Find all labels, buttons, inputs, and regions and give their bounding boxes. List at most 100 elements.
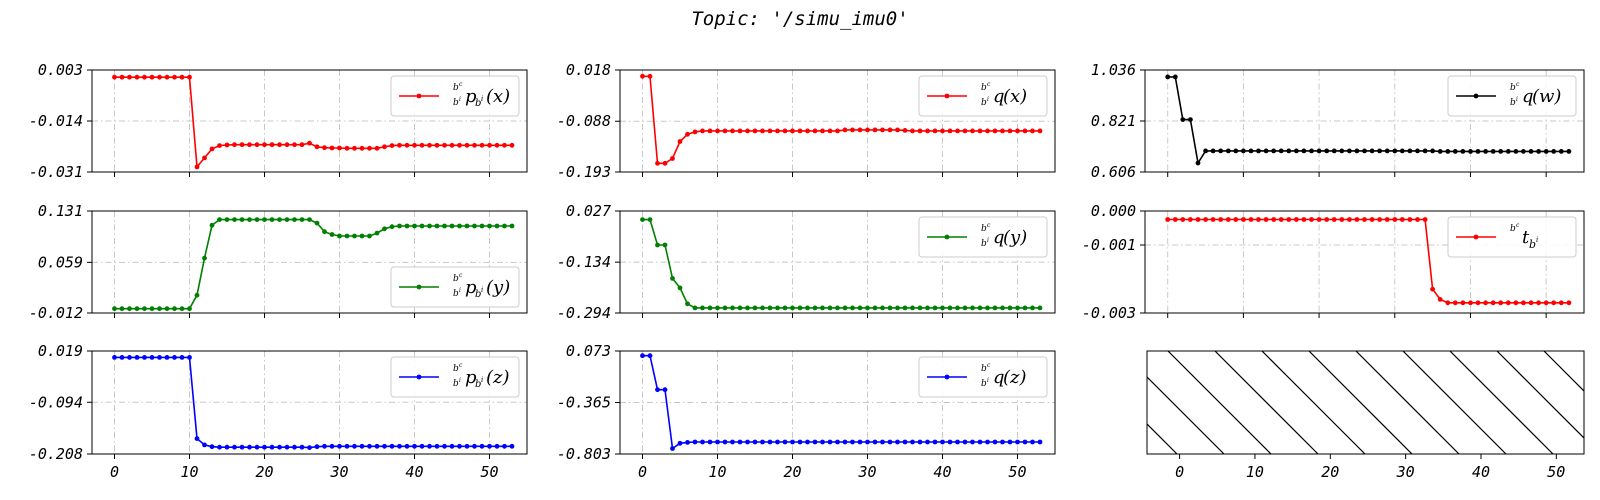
data-point: [925, 305, 930, 311]
x-tick-label: 30: [857, 463, 876, 481]
legend-label: q: [993, 227, 1005, 248]
data-point: [910, 305, 915, 311]
data-point: [239, 217, 245, 223]
data-point: [887, 439, 893, 445]
data-point: [344, 233, 350, 239]
x-tick-label: 40: [1472, 463, 1490, 481]
data-point: [902, 305, 908, 311]
data-point: [494, 142, 500, 148]
data-point: [977, 439, 983, 445]
legend-superscript-index: c: [987, 222, 991, 229]
data-point: [835, 305, 840, 311]
data-point: [1007, 305, 1013, 311]
data-point: [1256, 148, 1261, 154]
data-point: [1241, 148, 1246, 154]
data-point: [352, 145, 357, 151]
data-point: [502, 443, 507, 449]
legend-label-arg: (w): [1532, 86, 1561, 107]
hatch-line: [1402, 351, 1507, 454]
data-point: [692, 439, 698, 445]
data-point: [895, 439, 900, 445]
legend: b ct b i: [1447, 216, 1577, 258]
data-point: [487, 443, 492, 449]
data-point: [752, 128, 758, 134]
data-point: [1331, 148, 1337, 154]
data-point: [880, 439, 885, 445]
data-point: [1362, 148, 1367, 154]
data-point: [1347, 148, 1352, 154]
data-point: [314, 444, 320, 450]
legend-subscript: b: [981, 239, 987, 249]
data-point: [1218, 148, 1224, 154]
y-tick-label: -0.294: [557, 304, 611, 322]
data-point: [1203, 217, 1208, 222]
data-point: [449, 223, 455, 229]
legend-subscript: b: [453, 98, 459, 108]
data-point: [842, 439, 848, 445]
data-point: [172, 74, 177, 80]
data-point: [1210, 148, 1216, 154]
data-point: [715, 439, 720, 445]
hatch-frame: [1146, 350, 1585, 455]
x-tick-label: 30: [329, 463, 348, 481]
data-point: [1377, 148, 1382, 154]
legend-swatch-marker: [944, 374, 950, 380]
data-point: [730, 305, 735, 311]
legend-superscript-index: c: [987, 362, 991, 369]
data-point: [722, 305, 728, 311]
data-point: [805, 305, 810, 311]
data-point: [865, 439, 870, 445]
legend-label-subscript-index: i: [481, 286, 483, 294]
data-point: [1233, 217, 1239, 222]
data-point: [322, 443, 327, 449]
data-point: [209, 146, 215, 152]
data-point: [1392, 217, 1398, 222]
data-point: [299, 444, 305, 450]
data-point: [895, 127, 900, 133]
legend-label-arg: (z): [486, 367, 510, 388]
legend-label: q: [1522, 86, 1534, 107]
data-point: [1000, 128, 1005, 134]
y-tick-label: -0.088: [557, 112, 611, 130]
data-point: [1037, 439, 1043, 445]
data-point: [670, 446, 675, 451]
data-point: [202, 155, 207, 161]
data-point: [397, 223, 402, 229]
y-tick-label: -0.365: [557, 394, 611, 412]
legend-label: q: [993, 367, 1005, 388]
legend-subscript: b: [1510, 98, 1516, 108]
y-tick-label: 1.036: [1091, 61, 1136, 79]
data-point: [172, 306, 177, 312]
data-point: [737, 439, 743, 445]
data-point: [1369, 148, 1375, 154]
data-point: [1000, 305, 1005, 311]
data-point: [277, 444, 282, 450]
data-point: [299, 217, 305, 223]
data-point: [119, 355, 125, 360]
data-point: [872, 305, 878, 311]
data-point: [359, 145, 365, 151]
data-point: [902, 439, 908, 445]
data-point: [112, 74, 117, 80]
data-point: [700, 439, 705, 445]
data-point: [1188, 117, 1193, 122]
legend-label-arg: (y): [1003, 227, 1027, 248]
data-point: [344, 145, 350, 151]
data-point: [262, 444, 267, 450]
data-point: [442, 443, 447, 449]
data-point: [239, 142, 245, 148]
data-point: [707, 305, 713, 311]
data-point: [1316, 148, 1322, 154]
data-point: [194, 292, 200, 298]
x-tick-label: 0: [1175, 463, 1184, 481]
subplot-9: 0 10 20 30 40 50: [1146, 350, 1585, 481]
data-point: [277, 142, 282, 148]
data-point: [337, 233, 342, 239]
data-point: [1498, 300, 1504, 306]
data-point: [775, 305, 780, 311]
legend: b cb i pb i (x): [390, 75, 520, 117]
data-point: [1195, 217, 1201, 222]
data-point: [502, 223, 507, 229]
